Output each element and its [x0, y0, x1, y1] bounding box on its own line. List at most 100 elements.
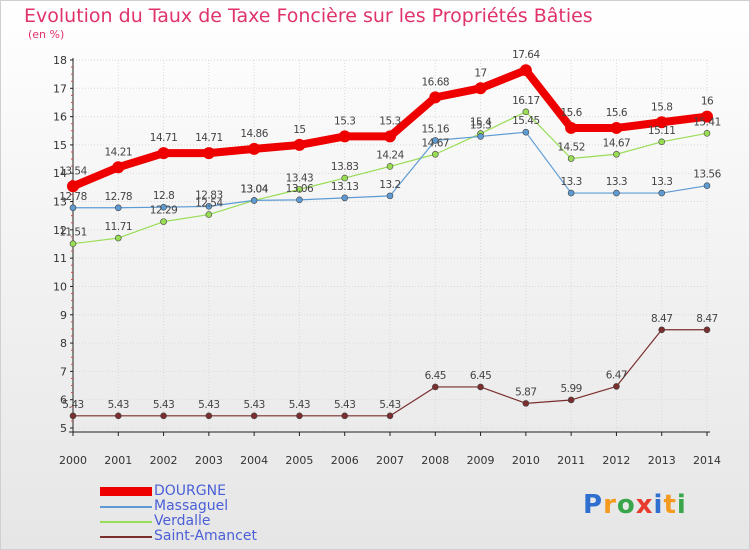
data-point-dourgne-2013 [655, 116, 668, 129]
data-label-verdalle-2004: 13.04 [240, 183, 268, 195]
data-point-dourgne-2010 [519, 64, 532, 77]
data-label-verdalle-2012: 14.67 [603, 137, 631, 149]
data-point-verdalle-2001 [114, 234, 122, 242]
data-label-massaguel-2006: 13.13 [331, 181, 359, 193]
data-point-dourgne-2005 [293, 138, 306, 151]
y-tick-label-13: 13 [53, 196, 67, 209]
data-point-massaguel-2013 [658, 189, 666, 197]
logo-letter: o [616, 490, 636, 520]
data-label-massaguel-2013: 13.3 [651, 176, 672, 188]
data-point-dourgne-2002 [157, 147, 170, 160]
y-tick-label-8: 8 [60, 337, 67, 350]
chart-subtitle: (en %) [28, 28, 65, 41]
data-label-massaguel-2000: 12.78 [59, 191, 87, 203]
data-label-verdalle-2008: 14.67 [422, 137, 450, 149]
data-point-massaguel-2014 [703, 182, 711, 189]
data-label-massaguel-2009: 15.3 [470, 119, 491, 131]
legend-item-verdalle: Verdalle [100, 514, 257, 529]
data-point-dourgne-2014 [701, 110, 713, 123]
data-point-dourgne-2008 [429, 91, 442, 104]
y-tick-label-17: 17 [53, 82, 67, 95]
proxiti-logo: Proxiti [583, 490, 687, 520]
x-tick-label-2005: 2005 [285, 454, 313, 467]
data-label-dourgne-2005: 15 [293, 124, 305, 136]
logo-letter: i [653, 490, 664, 520]
x-tick-label-2004: 2004 [240, 454, 268, 467]
data-point-saint-amancet-2002 [160, 412, 167, 420]
legend-swatch-dourgne [100, 487, 152, 496]
data-point-saint-amancet-2000 [69, 412, 77, 420]
data-label-dourgne-2007: 15.3 [379, 115, 400, 127]
x-tick-label-2013: 2013 [648, 454, 676, 467]
x-tick-label-2006: 2006 [331, 454, 359, 467]
data-point-saint-amancet-2010 [522, 400, 530, 407]
legend-swatch-saint-amancet [100, 535, 152, 538]
data-point-verdalle-2005 [296, 186, 303, 193]
x-tick-label-2002: 2002 [150, 454, 178, 467]
data-point-saint-amancet-2009 [477, 383, 484, 391]
data-point-saint-amancet-2014 [703, 326, 711, 334]
y-tick-label-6: 6 [60, 394, 67, 407]
y-tick-label-15: 15 [53, 139, 67, 152]
x-tick-label-2007: 2007 [376, 454, 404, 467]
data-point-verdalle-2012 [613, 150, 620, 158]
data-point-saint-amancet-2001 [114, 412, 122, 420]
data-label-saint-amancet-2012: 6.47 [606, 369, 627, 381]
data-label-massaguel-2007: 13.2 [379, 179, 400, 191]
data-label-verdalle-2000: 11.51 [59, 227, 87, 239]
data-label-dourgne-2008: 16.68 [422, 76, 450, 88]
x-tick-label-2012: 2012 [602, 454, 630, 467]
data-label-massaguel-2010: 15.45 [512, 115, 540, 127]
legend-item-saint-amancet: Saint-Amancet [100, 529, 257, 544]
data-point-verdalle-2007 [386, 163, 394, 170]
data-point-saint-amancet-2008 [431, 383, 439, 391]
data-label-verdalle-2005: 13.43 [286, 172, 314, 184]
data-label-massaguel-2003: 12.83 [195, 189, 223, 201]
data-point-massaguel-2003 [205, 203, 213, 210]
data-label-saint-amancet-2010: 5.87 [515, 386, 536, 398]
legend-label-verdalle: Verdalle [154, 513, 211, 529]
data-label-dourgne-2002: 14.71 [150, 132, 178, 144]
data-point-dourgne-2007 [384, 130, 396, 143]
data-label-saint-amancet-2003: 5.43 [198, 399, 219, 411]
logo-letter: i [676, 490, 687, 520]
data-point-saint-amancet-2007 [386, 412, 394, 420]
data-point-saint-amancet-2012 [613, 383, 620, 390]
data-label-saint-amancet-2001: 5.43 [108, 399, 129, 411]
data-label-massaguel-2004: 13.04 [240, 183, 268, 195]
data-point-saint-amancet-2013 [658, 326, 666, 334]
data-point-massaguel-2001 [114, 204, 122, 212]
x-tick-label-2010: 2010 [512, 454, 540, 467]
data-point-saint-amancet-2011 [567, 396, 575, 404]
data-point-dourgne-2001 [112, 161, 125, 174]
data-point-massaguel-2012 [613, 189, 620, 197]
chart-title: Evolution du Taux de Taxe Foncière sur l… [24, 5, 593, 27]
data-label-verdalle-2007: 14.24 [376, 149, 404, 161]
x-tick-label-2008: 2008 [421, 454, 449, 467]
y-tick-label-9: 9 [60, 309, 67, 322]
legend-label-saint-amancet: Saint-Amancet [154, 528, 257, 544]
logo-letter: P [583, 490, 604, 520]
data-label-verdalle-2003: 12.54 [195, 198, 223, 210]
logo-letter: x [635, 490, 654, 520]
data-point-massaguel-2009 [477, 133, 484, 140]
data-label-dourgne-2013: 15.8 [651, 101, 672, 113]
data-label-dourgne-2003: 14.71 [195, 132, 223, 144]
data-label-massaguel-2002: 12.8 [153, 190, 174, 202]
data-point-massaguel-2000 [69, 204, 77, 212]
data-point-dourgne-2009 [474, 82, 487, 95]
data-point-massaguel-2010 [522, 128, 530, 136]
data-label-massaguel-2012: 13.3 [606, 176, 627, 188]
data-point-dourgne-2003 [202, 147, 215, 160]
data-label-verdalle-2006: 13.83 [331, 161, 359, 173]
data-point-massaguel-2006 [341, 194, 349, 202]
legend-label-dourgne: DOURGNE [154, 483, 226, 499]
data-label-dourgne-2011: 15.6 [560, 107, 582, 119]
logo-letter: r [603, 490, 617, 520]
data-point-saint-amancet-2004 [250, 412, 258, 420]
data-label-saint-amancet-2007: 5.43 [379, 399, 400, 411]
data-point-verdalle-2011 [567, 155, 575, 162]
y-tick-label-16: 16 [53, 111, 67, 124]
data-label-saint-amancet-2002: 5.43 [153, 399, 174, 411]
